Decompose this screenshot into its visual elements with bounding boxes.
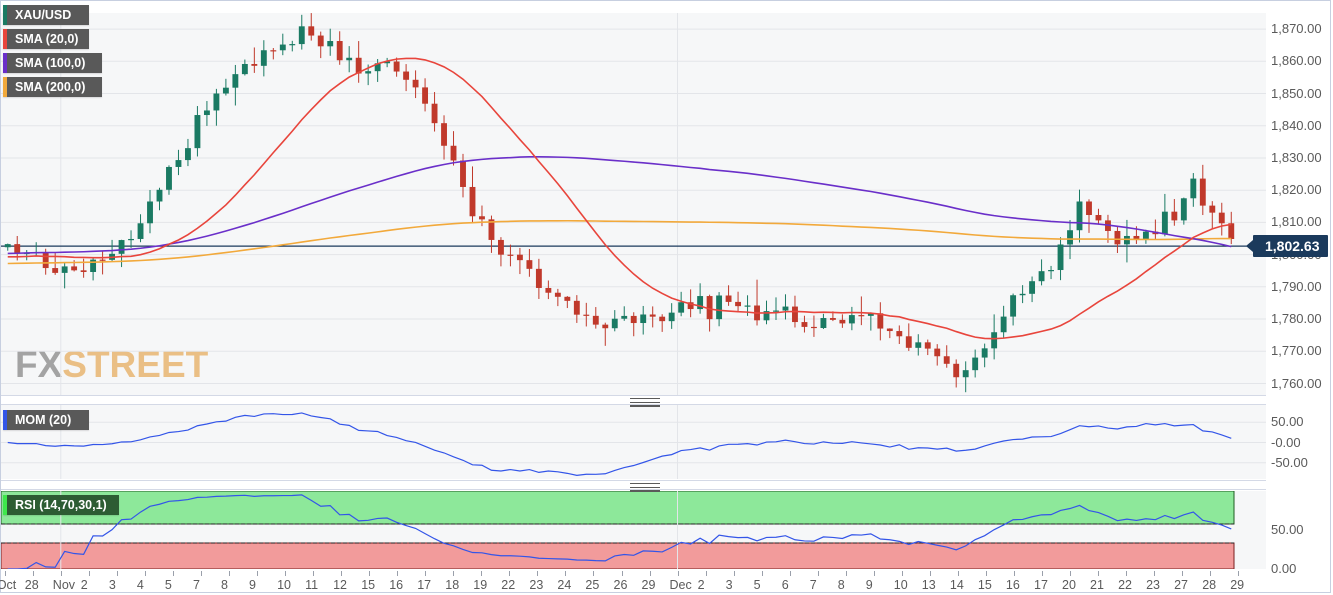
svg-text:FXSTREET: FXSTREET [15,344,209,385]
